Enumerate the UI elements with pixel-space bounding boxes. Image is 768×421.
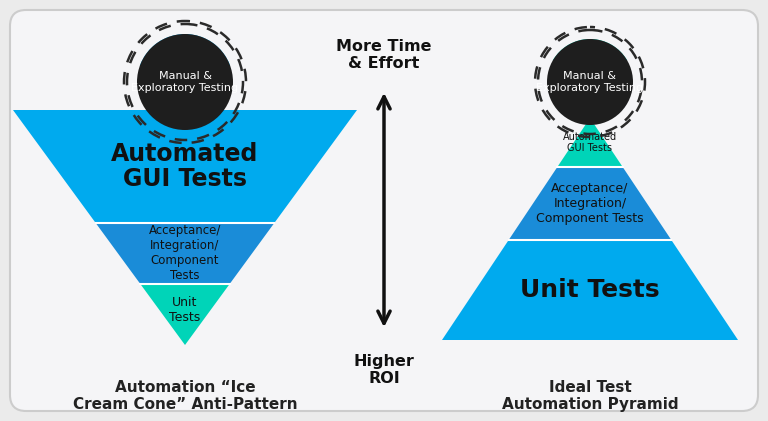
Text: Acceptance/
Integration/
Component
Tests: Acceptance/ Integration/ Component Tests [149,224,221,282]
Polygon shape [558,118,623,167]
Text: Ideal Test
Automation Pyramid: Ideal Test Automation Pyramid [502,380,678,412]
Circle shape [547,39,633,125]
Polygon shape [13,110,357,223]
Text: Acceptance/
Integration/
Component Tests: Acceptance/ Integration/ Component Tests [536,182,644,225]
Polygon shape [442,240,738,340]
Polygon shape [141,284,230,345]
Text: Automation “Ice
Cream Cone” Anti-Pattern: Automation “Ice Cream Cone” Anti-Pattern [73,380,297,412]
Text: Manual &
Exploratory Testing: Manual & Exploratory Testing [131,71,239,93]
Text: More Time
& Effort: More Time & Effort [336,39,432,71]
Polygon shape [508,167,671,240]
Text: Manual &
Exploratory Testing: Manual & Exploratory Testing [536,71,644,93]
Text: Unit Tests: Unit Tests [520,278,660,302]
Wedge shape [140,34,230,82]
Circle shape [549,41,631,123]
Wedge shape [553,39,627,82]
Text: Higher
ROI: Higher ROI [353,354,415,386]
Polygon shape [95,223,274,284]
Circle shape [139,36,231,128]
Circle shape [137,34,233,130]
Text: Unit
Tests: Unit Tests [170,296,200,325]
Text: Automated
GUI Tests: Automated GUI Tests [111,142,259,191]
FancyBboxPatch shape [10,10,758,411]
Text: Automated
GUI Tests: Automated GUI Tests [563,132,617,153]
